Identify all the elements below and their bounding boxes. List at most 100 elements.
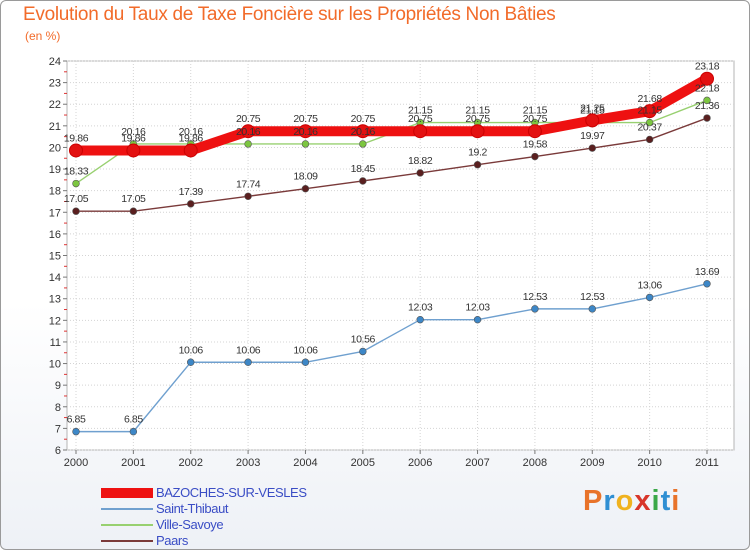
x-tick-label: 2007: [465, 457, 489, 469]
data-label: 20.75: [465, 113, 490, 125]
data-label: 20.75: [523, 113, 548, 125]
data-point: [645, 293, 654, 302]
legend-item: Saint-Thibaut: [101, 501, 361, 517]
data-point: [241, 124, 256, 139]
data-point: [244, 140, 252, 148]
data-label: 12.53: [580, 291, 605, 303]
data-label: 10.06: [236, 344, 261, 356]
data-label: 12.03: [408, 302, 433, 314]
data-point: [244, 192, 252, 200]
data-label: 6.85: [124, 414, 143, 426]
data-label: 20.16: [351, 126, 376, 138]
data-label: 21.15: [408, 105, 433, 117]
y-tick-label: 22: [49, 99, 61, 111]
data-point: [298, 124, 313, 139]
data-point: [527, 124, 542, 139]
chart-title: Evolution du Taux de Taxe Foncière sur l…: [23, 4, 556, 25]
data-label: 10.56: [351, 333, 376, 345]
x-tick-label: 2000: [64, 457, 88, 469]
y-tick-label: 12: [49, 315, 61, 327]
data-label: 21.68: [637, 93, 662, 105]
x-tick-label: 2011: [695, 457, 719, 469]
data-label: 12.03: [465, 302, 490, 314]
data-point: [416, 315, 424, 324]
data-label: 21.36: [695, 100, 720, 112]
data-point: [588, 144, 596, 152]
data-label: 19.86: [64, 132, 89, 144]
y-tick-label: 6: [55, 445, 61, 457]
y-tick-label: 24: [49, 56, 61, 68]
data-point: [301, 358, 310, 366]
y-tick-label: 10: [49, 359, 61, 371]
data-point: [703, 280, 711, 288]
data-label: 21.15: [465, 105, 490, 117]
data-point: [531, 305, 539, 313]
y-tick-label: 18: [49, 186, 61, 198]
y-tick-label: 9: [55, 380, 61, 392]
data-label: 19.97: [580, 130, 605, 142]
data-point: [301, 185, 310, 193]
y-tick-label: 8: [55, 402, 61, 414]
data-label: 13.06: [637, 279, 662, 291]
y-tick-label: 21: [49, 121, 61, 133]
data-point: [187, 200, 195, 208]
legend-item: Ville-Savoye: [101, 517, 361, 533]
data-point: [72, 179, 80, 188]
data-point: [645, 135, 654, 144]
data-point: [642, 104, 657, 119]
data-point: [187, 358, 195, 366]
logo-letter: x: [634, 485, 652, 517]
y-tick-label: 11: [50, 337, 61, 349]
legend-swatch: [101, 488, 153, 498]
data-point: [473, 161, 482, 169]
logo-letter: r: [603, 485, 616, 517]
logo-letter: t: [660, 485, 672, 517]
data-label: 19.86: [121, 132, 146, 144]
data-label: 17.05: [64, 193, 89, 205]
data-point: [301, 140, 310, 148]
data-label: 21.15: [637, 105, 662, 117]
data-label: 10.06: [179, 344, 204, 356]
data-label: 19.2: [468, 147, 487, 159]
data-label: 21.15: [523, 105, 548, 117]
x-tick-label: 2004: [293, 457, 317, 469]
legend-swatch: [101, 540, 153, 542]
data-label: 20.16: [236, 126, 261, 138]
data-label: 20.16: [293, 126, 318, 138]
y-tick-label: 13: [49, 294, 61, 306]
legend-label: BAZOCHES-SUR-VESLES: [156, 485, 307, 500]
data-label: 23.18: [695, 61, 720, 73]
x-tick-label: 2002: [178, 457, 202, 469]
data-label: 20.75: [293, 113, 318, 125]
data-label: 12.53: [523, 291, 548, 303]
data-point: [473, 315, 482, 324]
data-point: [72, 427, 80, 436]
x-tick-label: 2005: [351, 457, 375, 469]
y-tick-label: 19: [49, 164, 61, 176]
chart-legend: BAZOCHES-SUR-VESLES Saint-Thibaut Ville-Sa…: [101, 485, 361, 549]
legend-label: Ville-Savoye: [156, 517, 224, 532]
logo-letter: i: [671, 485, 681, 517]
data-label: 17.39: [179, 186, 204, 198]
data-point: [470, 124, 485, 139]
data-label: 20.16: [179, 126, 204, 138]
data-label: 20.16: [121, 126, 146, 138]
legend-swatch: [101, 524, 153, 526]
data-label: 18.33: [64, 166, 89, 178]
series-line-1: [75, 283, 708, 433]
data-point: [244, 358, 252, 366]
data-point: [129, 207, 138, 215]
data-label: 6.85: [67, 414, 86, 426]
legend-label: Saint-Thibaut: [156, 501, 229, 516]
legend-item: Paars: [101, 533, 361, 549]
data-point: [413, 124, 428, 139]
data-label: 13.69: [695, 266, 720, 278]
proxiti-logo[interactable]: Proxiti: [583, 485, 680, 518]
data-point: [72, 207, 80, 215]
data-point: [359, 347, 367, 356]
x-tick-label: 2008: [523, 457, 547, 469]
legend-label: Paars: [156, 533, 188, 548]
series-line-3: [75, 117, 708, 212]
